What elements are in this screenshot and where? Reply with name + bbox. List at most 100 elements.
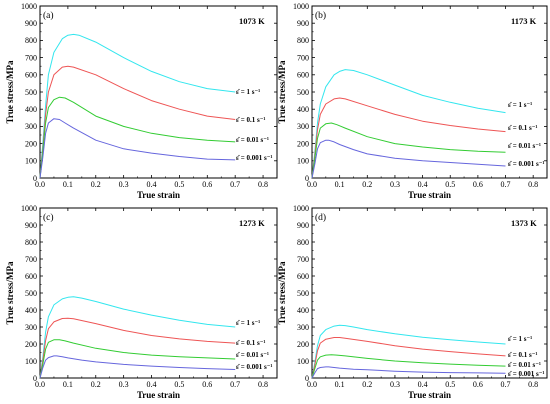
series-label: ε̇ = 0.1 s⁻¹ xyxy=(508,351,538,359)
y-tick-label: 200 xyxy=(25,139,37,148)
x-tick-label: 0.1 xyxy=(335,380,345,389)
series-label: ε̇ = 0.01 s⁻¹ xyxy=(508,361,541,369)
series-line xyxy=(311,122,506,179)
y-tick-label: 600 xyxy=(297,272,309,281)
x-tick-label: 0.4 xyxy=(418,180,428,189)
x-tick-label: 0.5 xyxy=(174,180,184,189)
series-label: ε̇ = 1 s⁻¹ xyxy=(508,101,532,109)
y-tick-label: 800 xyxy=(297,36,309,45)
y-tick-label: 500 xyxy=(297,88,309,97)
series-line xyxy=(39,317,236,379)
series-line xyxy=(39,339,236,379)
x-tick-label: 0.7 xyxy=(501,380,511,389)
series-line xyxy=(311,139,506,179)
panel-label: (a) xyxy=(43,10,54,21)
y-tick-label: 300 xyxy=(297,122,309,131)
series-label: ε̇ = 1 s⁻¹ xyxy=(236,88,260,96)
series-label: ε̇ = 0.01 s⁻¹ xyxy=(508,142,541,150)
y-tick-label: 900 xyxy=(297,19,309,28)
series-label: ε̇ = 0.001 s⁻¹ xyxy=(236,154,273,162)
temperature-label: 1173 K xyxy=(511,16,537,26)
y-axis-label: True stress/MPa xyxy=(5,261,15,324)
x-tick-label: 0.0 xyxy=(35,180,45,189)
series-line xyxy=(311,366,506,379)
x-tick-label: 0.8 xyxy=(258,180,268,189)
y-tick-label: 700 xyxy=(25,53,37,62)
x-tick-label: 0.5 xyxy=(174,380,184,389)
x-tick-label: 0.3 xyxy=(119,180,129,189)
y-tick-label: 800 xyxy=(25,36,37,45)
temperature-label: 1073 K xyxy=(239,16,265,26)
x-tick-label: 0.8 xyxy=(528,380,538,389)
y-tick-label: 200 xyxy=(297,340,309,349)
panel-c: 0 100 200 300 400 500 600 700 800 900 1000 0.0 0.1 0.… xyxy=(5,204,278,400)
y-tick-label: 400 xyxy=(297,306,309,315)
x-tick-label: 0.6 xyxy=(202,380,212,389)
x-tick-label: 0.7 xyxy=(230,180,240,189)
y-tick-label: 1000 xyxy=(21,204,37,213)
series-line xyxy=(311,354,506,379)
series-line xyxy=(311,324,506,379)
y-tick-label: 200 xyxy=(25,340,37,349)
y-tick-label: 100 xyxy=(297,357,309,366)
series-label: ε̇ = 1 s⁻¹ xyxy=(508,335,532,343)
series-line xyxy=(39,65,236,179)
y-tick-label: 700 xyxy=(297,255,309,264)
series-line xyxy=(311,97,506,179)
x-tick-label: 0.1 xyxy=(63,380,73,389)
panel-b: 0 100 200 300 400 500 600 700 800 900 1000 0.0 0.1 0.… xyxy=(277,2,548,200)
y-tick-label: 300 xyxy=(25,122,37,131)
x-tick-label: 0.6 xyxy=(473,380,483,389)
y-tick-label: 0 xyxy=(305,374,309,383)
y-tick-label: 900 xyxy=(297,221,309,230)
y-tick-label: 400 xyxy=(25,306,37,315)
x-tick-label: 0.6 xyxy=(202,180,212,189)
series-line xyxy=(39,118,236,179)
y-tick-label: 1000 xyxy=(293,2,309,11)
series-label: ε̇ = 0.1 s⁻¹ xyxy=(508,124,538,132)
x-tick-label: 0.1 xyxy=(63,180,73,189)
series-label: ε̇ = 0.01 s⁻¹ xyxy=(236,136,269,144)
panel-label: (b) xyxy=(315,10,326,21)
temperature-label: 1373 K xyxy=(511,218,537,228)
y-tick-label: 600 xyxy=(25,71,37,80)
x-tick-label: 0.7 xyxy=(501,180,511,189)
y-tick-label: 600 xyxy=(297,71,309,80)
y-tick-label: 200 xyxy=(297,139,309,148)
y-tick-label: 800 xyxy=(25,238,37,247)
y-tick-label: 500 xyxy=(25,88,37,97)
series-line xyxy=(39,33,236,179)
y-tick-label: 400 xyxy=(25,105,37,114)
x-tick-label: 0.5 xyxy=(445,380,455,389)
series-label: ε̇ = 0.1 s⁻¹ xyxy=(236,339,266,347)
x-tick-label: 0.4 xyxy=(147,180,157,189)
y-tick-label: 500 xyxy=(25,289,37,298)
panel-label: (d) xyxy=(315,212,326,223)
x-tick-label: 0.0 xyxy=(35,380,45,389)
x-tick-label: 0.4 xyxy=(147,380,157,389)
y-tick-label: 300 xyxy=(25,323,37,332)
y-axis-label: True stress/MPa xyxy=(277,60,287,123)
x-tick-label: 0.3 xyxy=(390,380,400,389)
y-axis-label: True stress/MPa xyxy=(5,60,15,123)
x-tick-label: 0.4 xyxy=(418,380,428,389)
series-label: ε̇ = 0.001 s⁻¹ xyxy=(508,160,545,168)
x-axis-label: True strain xyxy=(408,390,451,400)
y-tick-label: 700 xyxy=(297,53,309,62)
series-line xyxy=(311,337,506,379)
x-axis-label: True strain xyxy=(408,190,451,200)
series-label: ε̇ = 0.001 s⁻¹ xyxy=(508,370,545,378)
x-tick-label: 0.0 xyxy=(307,380,317,389)
x-tick-label: 0.2 xyxy=(362,380,372,389)
y-tick-label: 0 xyxy=(33,374,37,383)
x-tick-label: 0.2 xyxy=(91,380,101,389)
panel-a: 0 100 200 300 400 500 600 700 800 900 1000 0.0 0.1 0.… xyxy=(5,2,278,200)
series-label: ε̇ = 0.1 s⁻¹ xyxy=(236,116,266,124)
x-tick-label: 0.0 xyxy=(307,180,317,189)
y-tick-label: 800 xyxy=(297,238,309,247)
y-tick-label: 300 xyxy=(297,323,309,332)
y-tick-label: 500 xyxy=(297,289,309,298)
y-tick-label: 900 xyxy=(25,19,37,28)
series-line xyxy=(39,296,236,379)
